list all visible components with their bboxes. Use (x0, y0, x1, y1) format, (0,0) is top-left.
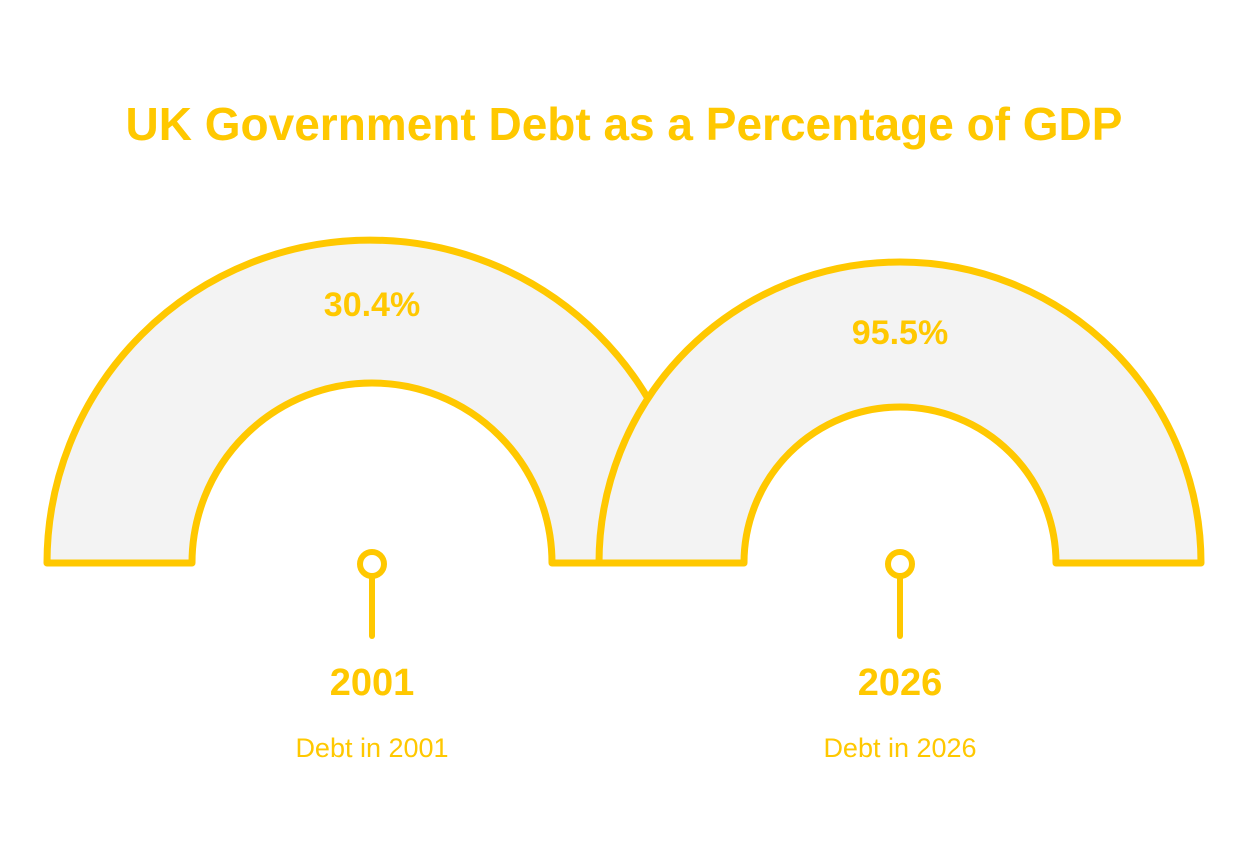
value-label: 30.4% (324, 286, 420, 324)
value-label: 95.5% (852, 314, 948, 352)
year: 2001 (330, 662, 415, 704)
caption: Debt in 2001 (295, 733, 448, 763)
caption: Debt in 2026 (823, 733, 976, 763)
arch (595, 258, 1205, 567)
pin (357, 549, 387, 579)
year: 2026 (858, 662, 943, 704)
title: UK Government Debt as a Percentage of GD… (126, 98, 1123, 150)
pin (885, 549, 915, 579)
